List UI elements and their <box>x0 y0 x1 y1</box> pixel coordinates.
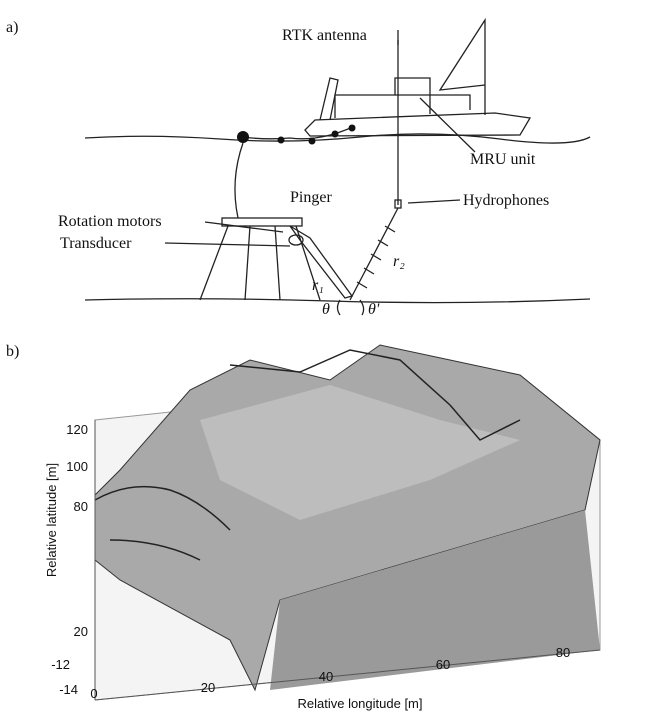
label: Transducer <box>60 235 132 252</box>
z-tick-label: -12 <box>51 657 70 672</box>
x-tick-label: 20 <box>201 680 215 695</box>
x-tick-label: 80 <box>556 645 570 660</box>
tripod <box>200 218 352 300</box>
label: r₂ <box>393 253 405 270</box>
label: θ <box>322 301 330 318</box>
panel-label: b) <box>6 343 19 360</box>
label: θ' <box>368 301 380 318</box>
label: RTK antenna <box>282 27 367 44</box>
z-tick-label: -14 <box>59 682 78 697</box>
diagram: a) <box>6 19 590 318</box>
label: Pinger <box>290 189 332 206</box>
y-tick-label: 120 <box>66 422 88 437</box>
x-tick-label: 0 <box>90 686 97 701</box>
label: Hydrophones <box>463 192 549 209</box>
seabed-line <box>85 299 590 303</box>
y-tick-label: 80 <box>74 499 88 514</box>
surface-plot: b) 120 100 80 20 -12 -14 0 20 40 60 80 R… <box>6 343 600 711</box>
label: MRU unit <box>470 151 536 168</box>
label: r₁ <box>312 277 324 294</box>
y-tick-label: 20 <box>74 624 88 639</box>
figure: a) <box>0 0 651 713</box>
x-tick-label: 40 <box>319 669 333 684</box>
x-axis-label: Relative longitude [m] <box>297 696 422 711</box>
y-tick-label: 100 <box>66 459 88 474</box>
y-axis-label: Relative latitude [m] <box>44 463 59 577</box>
x-tick-label: 60 <box>436 657 450 672</box>
panel-label: a) <box>6 19 18 36</box>
hydrophone-array <box>338 110 402 315</box>
label: Rotation motors <box>58 213 162 230</box>
